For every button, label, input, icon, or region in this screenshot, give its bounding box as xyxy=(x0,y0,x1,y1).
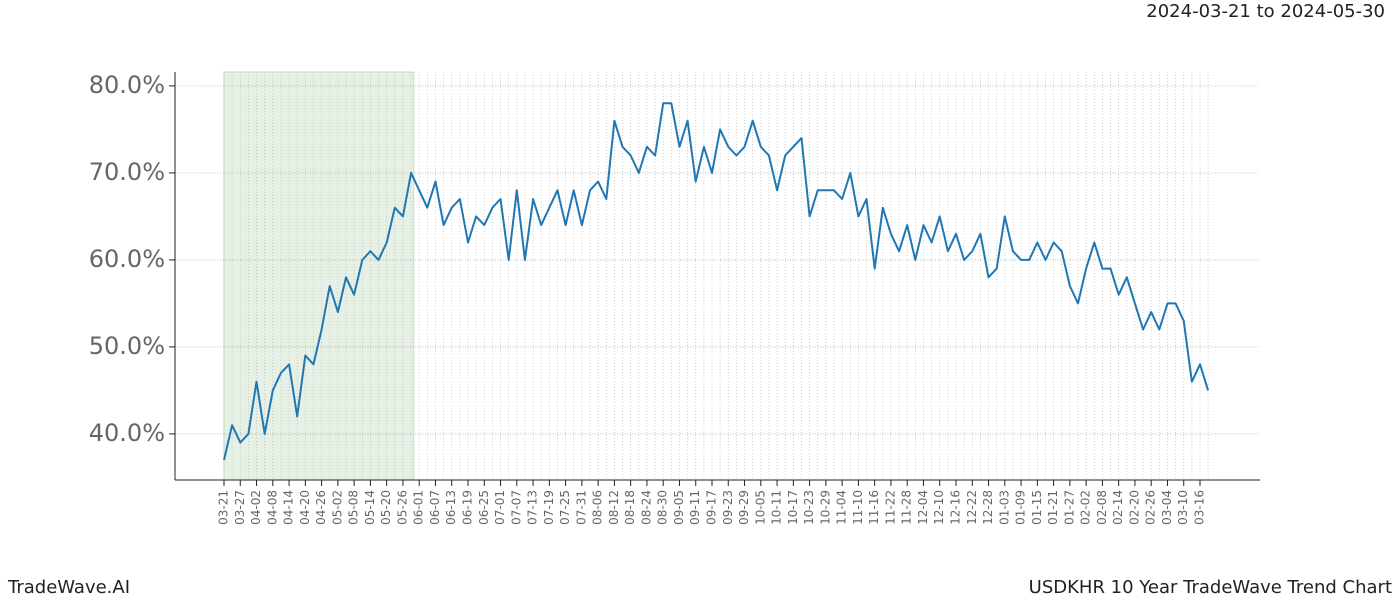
y-tick-label: 40.0% xyxy=(89,419,165,447)
x-tick-label: 12-28 xyxy=(981,490,995,525)
x-tick-label: 08-12 xyxy=(607,490,621,525)
x-tick-label: 04-02 xyxy=(249,490,263,525)
subtitle: 2024-03-21 to 2024-05-30 xyxy=(1146,1,1385,22)
x-tick-label: 06-19 xyxy=(461,490,475,525)
x-tick-label: 08-30 xyxy=(656,490,670,525)
x-tick-label: 10-17 xyxy=(786,490,800,525)
y-tick-label: 50.0% xyxy=(89,332,165,360)
x-tick-label: 08-18 xyxy=(623,490,637,525)
x-tick-label: 07-19 xyxy=(542,490,556,525)
x-tick-label: 01-27 xyxy=(1062,490,1076,525)
x-tick-label: 02-20 xyxy=(1127,490,1141,525)
x-tick-label: 05-08 xyxy=(347,490,361,525)
x-tick-label: 11-22 xyxy=(883,490,897,525)
x-tick-label: 06-13 xyxy=(444,490,458,525)
x-tick-label: 08-24 xyxy=(639,490,653,525)
x-tick-label: 07-31 xyxy=(574,490,588,525)
x-tick-label: 04-26 xyxy=(314,490,328,525)
x-tick-label: 02-02 xyxy=(1079,490,1093,525)
x-tick-label: 07-01 xyxy=(493,490,507,525)
x-tick-label: 04-20 xyxy=(298,490,312,525)
x-tick-label: 03-04 xyxy=(1160,490,1174,525)
x-tick-label: 03-16 xyxy=(1193,490,1207,525)
x-tick-label: 05-26 xyxy=(395,490,409,525)
x-tick-label: 01-03 xyxy=(997,490,1011,525)
x-tick-label: 11-16 xyxy=(867,490,881,525)
x-tick-label: 05-02 xyxy=(330,490,344,525)
x-tick-label: 11-04 xyxy=(835,490,849,525)
x-tick-label: 11-10 xyxy=(851,490,865,525)
x-tick-label: 10-23 xyxy=(802,490,816,525)
x-tick-label: 07-07 xyxy=(509,490,523,525)
x-tick-label: 08-06 xyxy=(591,490,605,525)
x-tick-label: 06-25 xyxy=(477,490,491,525)
x-tick-label: 01-21 xyxy=(1046,490,1060,525)
x-tick-label: 09-11 xyxy=(688,490,702,525)
x-tick-label: 07-25 xyxy=(558,490,572,525)
x-tick-label: 11-28 xyxy=(900,490,914,525)
x-tick-label: 10-05 xyxy=(753,490,767,525)
x-tick-label: 03-10 xyxy=(1176,490,1190,525)
x-tick-label: 09-29 xyxy=(737,490,751,525)
x-tick-label: 12-10 xyxy=(932,490,946,525)
x-tick-label: 05-20 xyxy=(379,490,393,525)
x-tick-label: 01-09 xyxy=(1014,490,1028,525)
data-line xyxy=(223,102,1210,461)
x-tick-label: 02-08 xyxy=(1095,490,1109,525)
y-tick-label: 70.0% xyxy=(89,158,165,186)
x-tick-label: 05-14 xyxy=(363,490,377,525)
x-tick-label: 12-04 xyxy=(916,490,930,525)
x-tick-label: 12-16 xyxy=(949,490,963,525)
x-tick-label: 10-11 xyxy=(770,490,784,525)
x-tick-label: 06-07 xyxy=(428,490,442,525)
x-tick-label: 09-17 xyxy=(705,490,719,525)
x-tick-label: 10-29 xyxy=(818,490,832,525)
y-tick-label: 80.0% xyxy=(89,71,165,99)
x-tick-label: 02-14 xyxy=(1111,490,1125,525)
x-tick-label: 09-23 xyxy=(721,490,735,525)
x-tick-label: 09-05 xyxy=(672,490,686,525)
x-tick-label: 04-08 xyxy=(265,490,279,525)
x-tick-label: 07-13 xyxy=(526,490,540,525)
footer-left: TradeWave.AI xyxy=(7,577,130,598)
x-tick-label: 06-01 xyxy=(412,490,426,525)
x-tick-label: 02-26 xyxy=(1144,490,1158,525)
x-tick-label: 01-15 xyxy=(1030,490,1044,525)
x-tick-label: 03-27 xyxy=(233,490,247,525)
y-tick-label: 60.0% xyxy=(89,245,165,273)
x-tick-label: 12-22 xyxy=(965,490,979,525)
x-tick-label: 04-14 xyxy=(282,490,296,525)
x-tick-label: 03-21 xyxy=(217,490,231,525)
highlight-region xyxy=(223,71,415,481)
footer-right: USDKHR 10 Year TradeWave Trend Chart xyxy=(1029,577,1392,598)
